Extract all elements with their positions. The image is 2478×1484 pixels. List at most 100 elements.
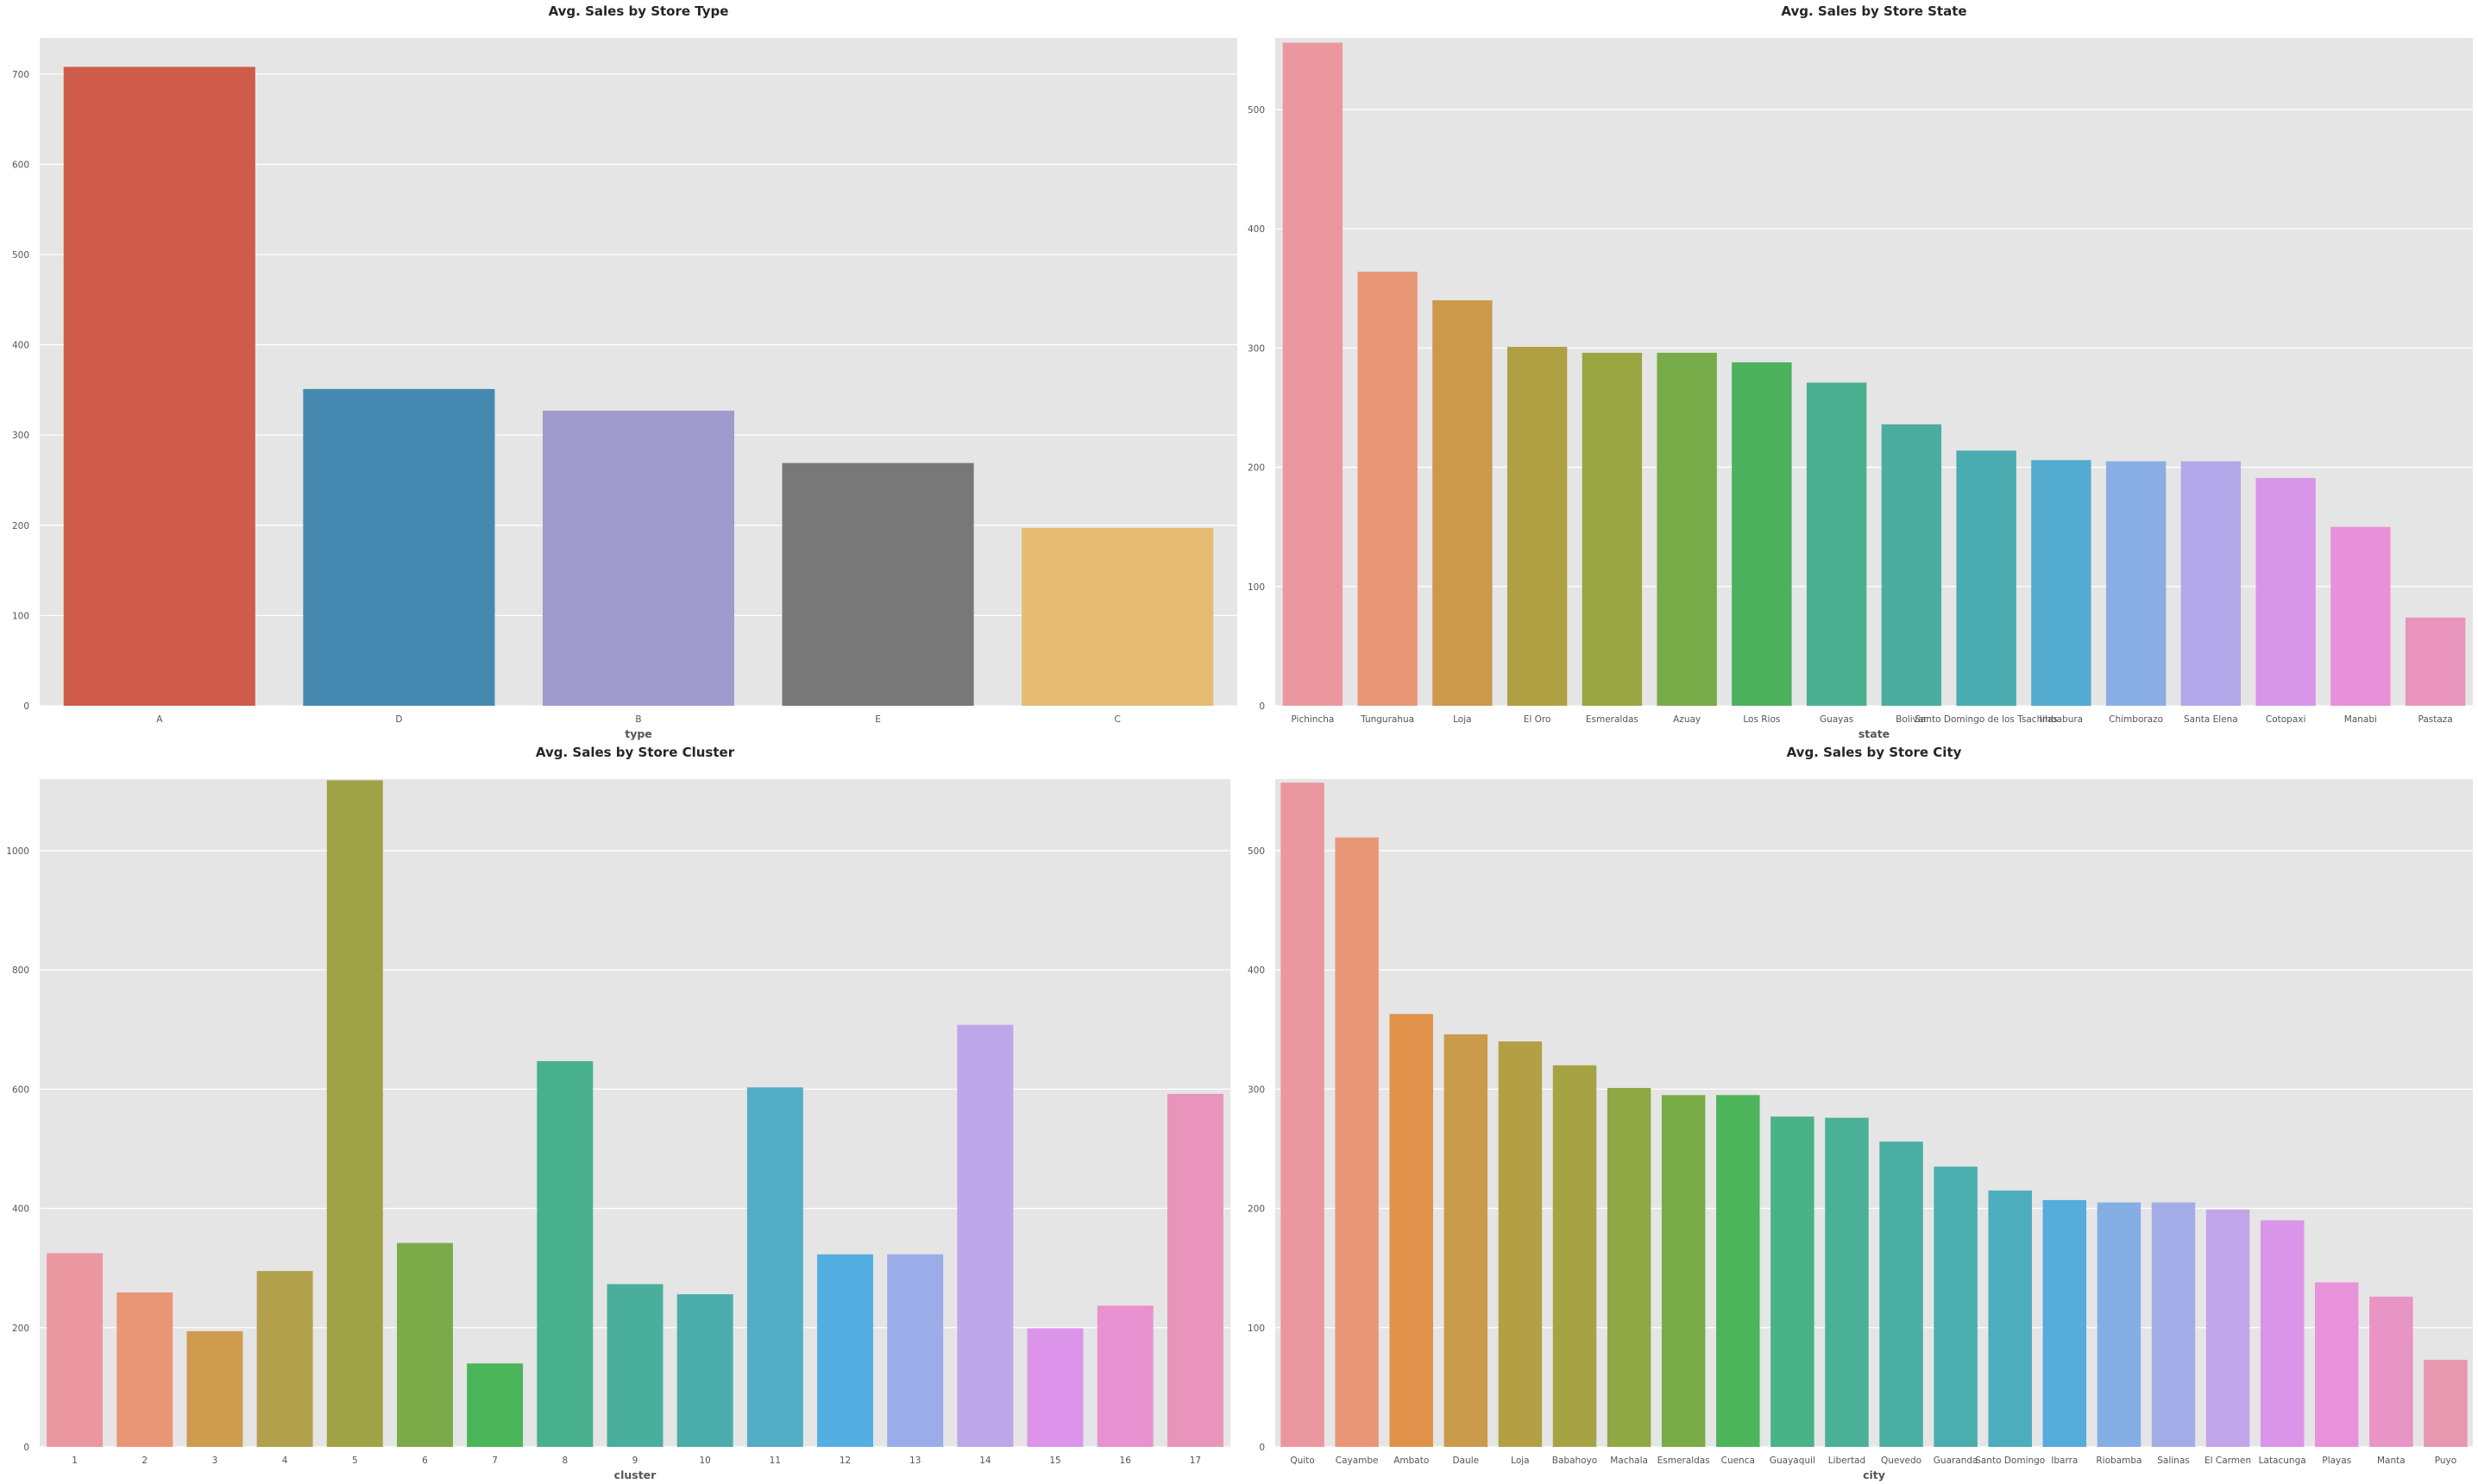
x-tick-label: Latacunga (2259, 1456, 2306, 1466)
bar-loja (1498, 1041, 1543, 1447)
bar-imbabura (2031, 460, 2091, 706)
bar-guayas (1806, 382, 1867, 706)
x-tick-label: 14 (979, 1456, 991, 1466)
x-axis-label: state (1858, 727, 1890, 740)
chart-title: Avg. Sales by Store State (1781, 3, 1966, 19)
y-tick-label: 500 (1248, 846, 1265, 857)
chart-title: Avg. Sales by Store City (1787, 745, 1962, 760)
bar-17 (1167, 1093, 1223, 1447)
x-tick-label: Guayas (1820, 714, 1853, 725)
bar-b (542, 410, 735, 706)
x-tick-label: Manabi (2344, 714, 2377, 725)
bar-puyo (2424, 1360, 2468, 1447)
x-tick-label: Esmeraldas (1586, 714, 1638, 725)
x-tick-label: Quevedo (1881, 1456, 1921, 1466)
y-tick-label: 700 (12, 70, 29, 80)
x-tick-label: Guaranda (1934, 1456, 1978, 1466)
x-tick-label: 7 (492, 1456, 498, 1466)
bar-los-rios (1732, 362, 1792, 706)
bar-12 (817, 1254, 873, 1447)
bar-14 (957, 1024, 1014, 1447)
y-tick-label: 400 (12, 341, 29, 351)
bar-3 (186, 1330, 243, 1447)
bar-6 (397, 1242, 453, 1447)
x-tick-label: Loja (1453, 714, 1471, 725)
x-axis-label: cluster (614, 1468, 657, 1481)
y-tick-label: 100 (12, 611, 29, 621)
x-tick-label: 12 (840, 1456, 851, 1466)
bar-santa-elena (2180, 461, 2242, 706)
bar-santo-domingo (1988, 1190, 2032, 1447)
y-tick-label: 400 (1248, 224, 1265, 235)
y-tick-label: 300 (12, 431, 29, 441)
bar-el-oro (1506, 346, 1568, 706)
x-tick-label: D (395, 714, 402, 725)
x-tick-label: Cuenca (1721, 1456, 1755, 1466)
chart-title: Avg. Sales by Store Type (549, 3, 729, 19)
x-tick-label: Machala (1610, 1456, 1648, 1466)
y-tick-label: 200 (12, 521, 29, 531)
bar-1 (47, 1253, 104, 1447)
x-tick-label: Quito (1290, 1456, 1314, 1466)
x-tick-label: 3 (212, 1456, 218, 1466)
x-tick-label: 15 (1049, 1456, 1060, 1466)
bar-c (1022, 527, 1214, 706)
bar-quevedo (1879, 1141, 1923, 1447)
bar-salinas (2151, 1202, 2196, 1447)
x-tick-label: Loja (1511, 1456, 1529, 1466)
bar-el-carmen (2205, 1209, 2250, 1447)
chart-title: Avg. Sales by Store Cluster (536, 745, 735, 760)
bar-quito (1280, 783, 1324, 1447)
x-tick-label: Daule (1453, 1456, 1480, 1466)
y-tick-label: 0 (23, 701, 29, 712)
x-tick-label: 4 (282, 1456, 288, 1466)
x-tick-label: 16 (1120, 1456, 1132, 1466)
x-tick-label: Pichincha (1291, 714, 1334, 725)
bar-pastaza (2405, 617, 2466, 706)
x-tick-label: Santo Domingo (1975, 1456, 2045, 1466)
x-tick-label: B (635, 714, 641, 725)
bar-riobamba (2097, 1202, 2142, 1447)
x-tick-label: Riobamba (2096, 1456, 2142, 1466)
bar-d (303, 388, 495, 706)
y-tick-label: 600 (12, 160, 29, 170)
bar-machala (1607, 1087, 1651, 1447)
bar-13 (887, 1254, 944, 1447)
x-tick-label: Los Rios (1743, 714, 1780, 725)
bar-cotopaxi (2255, 478, 2316, 706)
bar-pichincha (1282, 42, 1343, 707)
bar-11 (746, 1087, 803, 1447)
bar-esmeraldas (1661, 1095, 1706, 1447)
x-tick-label: 1 (72, 1456, 78, 1466)
x-tick-label: El Carmen (2204, 1456, 2251, 1466)
y-tick-label: 100 (1248, 1324, 1265, 1334)
bar-e (782, 462, 974, 706)
y-tick-label: 400 (1248, 965, 1265, 976)
x-tick-label: 13 (909, 1456, 921, 1466)
bar-libertad (1825, 1117, 1869, 1447)
x-tick-label: 10 (699, 1456, 710, 1466)
y-tick-label: 500 (12, 250, 29, 261)
x-tick-label: Playas (2322, 1456, 2351, 1466)
bar-latacunga (2260, 1220, 2305, 1447)
y-tick-label: 200 (12, 1324, 29, 1334)
bar-guaranda (1934, 1166, 1978, 1447)
x-tick-label: 6 (422, 1456, 428, 1466)
bar-azuay (1657, 352, 1717, 706)
bar-16 (1097, 1305, 1154, 1447)
bar-15 (1027, 1328, 1084, 1447)
x-axis-label: city (1863, 1468, 1885, 1481)
x-tick-label: 9 (632, 1456, 638, 1466)
bar-manabi (2330, 526, 2391, 706)
bar-8 (537, 1060, 594, 1447)
bar-10 (676, 1294, 733, 1447)
x-tick-label: C (1115, 714, 1121, 725)
bar-cuenca (1716, 1095, 1760, 1447)
x-tick-label: Ambato (1393, 1456, 1429, 1466)
y-tick-label: 100 (1248, 582, 1265, 593)
y-tick-label: 1000 (6, 846, 29, 857)
y-tick-label: 300 (1248, 343, 1265, 354)
bar-tungurahua (1357, 271, 1418, 706)
